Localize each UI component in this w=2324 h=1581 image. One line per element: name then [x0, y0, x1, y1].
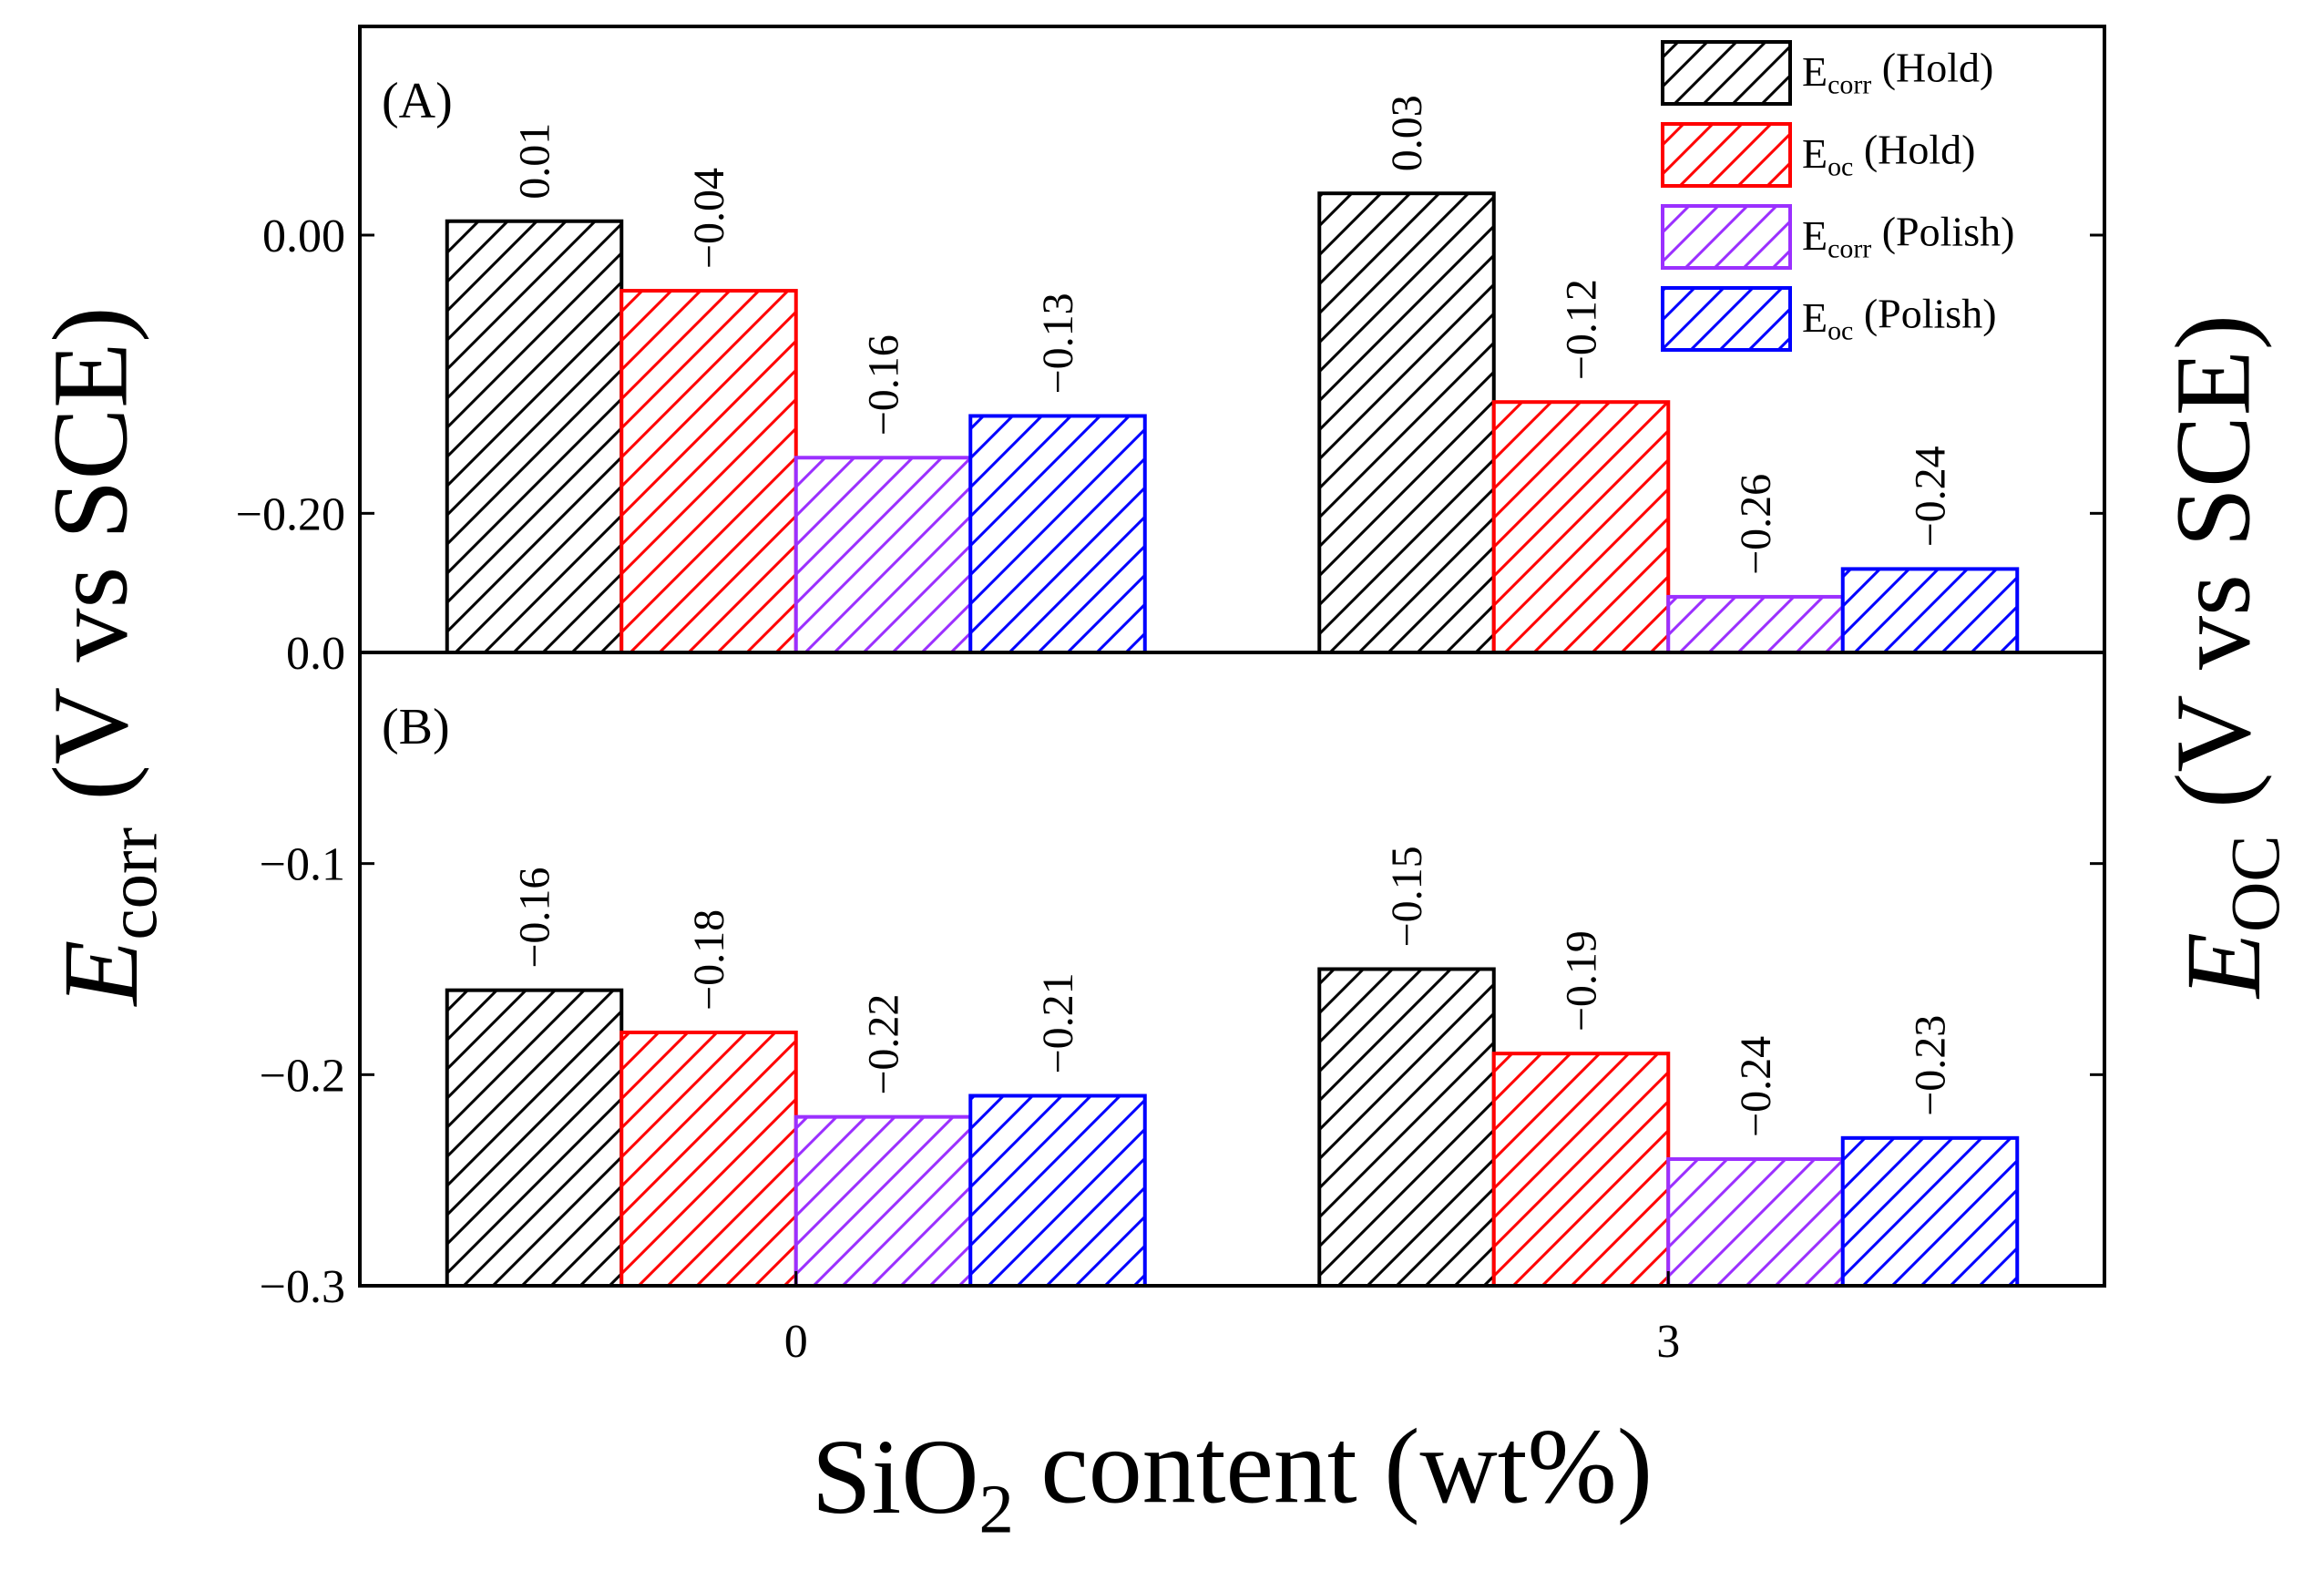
- x-tick-label: 3: [1656, 1316, 1680, 1368]
- legend-label: Eoc (Polish): [1802, 290, 1997, 345]
- value-label: −0.23: [1907, 1015, 1955, 1116]
- bar: [968, 1093, 1147, 1288]
- legend-swatch: [1661, 286, 1792, 352]
- value-label: −0.18: [685, 909, 733, 1011]
- value-label: −0.16: [511, 867, 559, 969]
- legend-swatch: [1661, 204, 1792, 270]
- y-tick-label: −0.2: [260, 1050, 345, 1102]
- y-tick-label: 0.00: [262, 210, 345, 262]
- legend-label: Ecorr (Polish): [1802, 208, 2014, 263]
- value-label: 0.03: [1383, 95, 1431, 171]
- bar: [1666, 594, 1845, 655]
- value-label: −0.26: [1732, 474, 1780, 575]
- legend-label: Eoc (Hold): [1802, 126, 1975, 181]
- bar: [1840, 1135, 2020, 1288]
- bar: [445, 219, 624, 654]
- bar: [1317, 967, 1496, 1288]
- bar: [1317, 191, 1496, 654]
- value-label: −0.15: [1383, 846, 1431, 947]
- value-label: −0.19: [1558, 930, 1606, 1032]
- value-label: −0.22: [860, 994, 908, 1095]
- value-label: −0.24: [1907, 446, 1955, 547]
- bar: [619, 1031, 798, 1288]
- bar: [968, 414, 1147, 654]
- value-label: −0.24: [1732, 1036, 1780, 1137]
- y-tick-label: −0.20: [236, 488, 345, 540]
- value-label: −0.13: [1034, 293, 1082, 394]
- value-label: 0.01: [511, 123, 559, 200]
- legend-swatch: [1661, 122, 1792, 188]
- y2-axis-label: EOC (V vs SCE): [2153, 314, 2294, 1000]
- value-label: −0.04: [685, 168, 733, 269]
- x-tick-label: 0: [784, 1316, 808, 1368]
- plot-frame: [358, 651, 2106, 1288]
- value-label: −0.16: [860, 334, 908, 436]
- y-tick-label: −0.3: [260, 1261, 345, 1313]
- bar: [793, 456, 973, 654]
- y-tick-label: 0.0: [286, 628, 345, 680]
- panel-label: (A): [382, 73, 453, 129]
- value-label: −0.21: [1034, 972, 1082, 1073]
- bar: [1840, 567, 2020, 655]
- x-axis-label: SiO2 content (wt%): [812, 1406, 1653, 1547]
- panel-label: (B): [382, 699, 450, 755]
- bar: [1491, 400, 1671, 654]
- bar: [445, 988, 624, 1288]
- legend-label: Ecorr (Hold): [1802, 44, 1993, 99]
- bar: [793, 1114, 973, 1288]
- bar: [619, 289, 798, 654]
- bar: [1666, 1157, 1845, 1288]
- legend-swatch: [1661, 40, 1792, 106]
- y-tick-label: −0.1: [260, 839, 345, 891]
- value-label: −0.12: [1558, 279, 1606, 380]
- bar: [1491, 1052, 1671, 1288]
- y-axis-label: Ecorr (V vs SCE): [30, 306, 171, 1007]
